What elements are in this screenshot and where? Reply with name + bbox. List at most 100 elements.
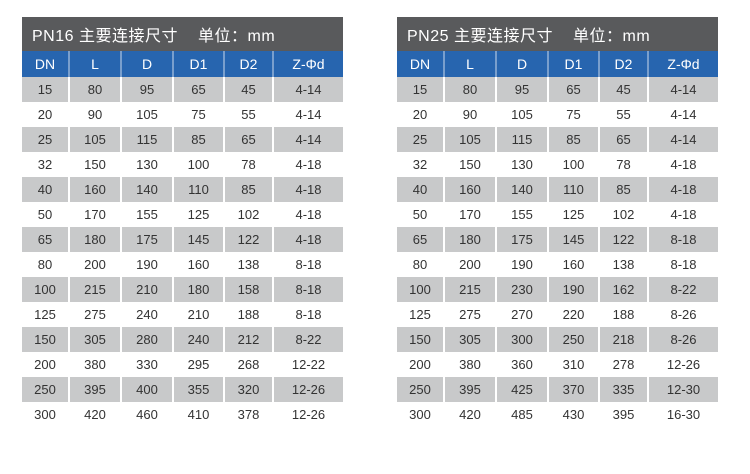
table-cell: 4-14 [647,127,718,152]
table-cell: 16-30 [647,402,718,427]
table-row: 300 420 485 430 395 16-30 [397,402,718,427]
table-cell: 105 [68,127,121,152]
table-cell: 4-14 [272,127,343,152]
table-row: 100 215 230 190 162 8-22 [397,277,718,302]
table-cell: 275 [68,302,121,327]
table-row: 300 420 460 410 378 12-26 [22,402,343,427]
table-cell: 122 [223,227,273,252]
table-cell: 430 [547,402,599,427]
table-cell: 278 [598,352,648,377]
table-cell: 485 [495,402,548,427]
table-cell: 215 [68,277,121,302]
table-cell: 130 [495,152,548,177]
table-cell: 190 [120,252,173,277]
table-cell: 230 [495,277,548,302]
table-cell: 4-18 [647,152,718,177]
table-cell: 102 [598,202,648,227]
pn16-title-bar: PN16 主要连接尺寸 单位：mm [22,17,343,51]
table-cell: 12-26 [272,402,343,427]
table-header-row: DN L D D1 D2 Z-Φd [22,51,343,77]
table-row: 32 150 130 100 78 4-18 [397,152,718,177]
unit-label: 单位：mm [572,28,651,45]
table-cell: 80 [68,77,121,102]
table-cell: 395 [68,377,121,402]
table-cell: 4-14 [272,102,343,127]
pn16-dimension-table: DN L D D1 D2 Z-Φd 15 80 95 65 45 4-14 20 90 105 75 55 4-… [22,51,343,427]
table-cell: 170 [68,202,121,227]
table-row: 80 200 190 160 138 8-18 [22,252,343,277]
table-cell: 20 [22,102,69,127]
table-cell: 4-18 [272,177,343,202]
table-cell: 80 [397,252,444,277]
table-cell: 380 [68,352,121,377]
column-header: Z-Φd [647,51,718,77]
header-row: DN L D D1 D2 Z-Φd [397,51,718,77]
table-cell: 15 [22,77,69,102]
table-cell: 20 [397,102,444,127]
table-cell: 15 [397,77,444,102]
column-header: D1 [547,51,599,77]
table-cell: 190 [495,252,548,277]
table-cell: 145 [547,227,599,252]
table-cell: 80 [22,252,69,277]
table-cell: 420 [443,402,496,427]
table-cell: 25 [397,127,444,152]
table-cell: 8-18 [272,302,343,327]
pn25-spec-table: PN25 主要连接尺寸 单位：mm DN L D D1 D2 Z-Φd 15 80 95 65 4… [397,17,718,474]
table-cell: 40 [22,177,69,202]
table-cell: 160 [68,177,121,202]
table-cell: 220 [547,302,599,327]
table-cell: 110 [547,177,599,202]
table-cell: 212 [223,327,273,352]
column-header: L [68,51,121,77]
table-cell: 370 [547,377,599,402]
table-cell: 75 [547,102,599,127]
table-cell: 300 [495,327,548,352]
table-cell: 65 [172,77,224,102]
table-row: 150 305 280 240 212 8-22 [22,327,343,352]
table-cell: 65 [598,127,648,152]
table-cell: 65 [223,127,273,152]
table-cell: 90 [443,102,496,127]
table-cell: 150 [443,152,496,177]
table-cell: 210 [172,302,224,327]
table-cell: 420 [68,402,121,427]
table-cell: 78 [598,152,648,177]
table-cell: 55 [223,102,273,127]
table-cell: 330 [120,352,173,377]
table-cell: 395 [598,402,648,427]
table-cell: 425 [495,377,548,402]
table-cell: 125 [397,302,444,327]
table-cell: 8-18 [647,227,718,252]
table-cell: 188 [223,302,273,327]
table-row: 20 90 105 75 55 4-14 [397,102,718,127]
table-row: 65 180 175 145 122 4-18 [22,227,343,252]
table-cell: 300 [22,402,69,427]
table-cell: 378 [223,402,273,427]
table-cell: 50 [397,202,444,227]
table-cell: 78 [223,152,273,177]
table-cell: 275 [443,302,496,327]
table-cell: 200 [68,252,121,277]
table-cell: 65 [22,227,69,252]
table-cell: 145 [172,227,224,252]
header-row: DN L D D1 D2 Z-Φd [22,51,343,77]
table-cell: 4-14 [647,102,718,127]
table-row: 125 275 270 220 188 8-26 [397,302,718,327]
table-cell: 110 [172,177,224,202]
table-row: 40 160 140 110 85 4-18 [22,177,343,202]
table-cell: 410 [172,402,224,427]
table-cell: 180 [172,277,224,302]
table-row: 125 275 240 210 188 8-18 [22,302,343,327]
table-cell: 160 [443,177,496,202]
table-cell: 4-14 [272,77,343,102]
table-cell: 218 [598,327,648,352]
table-cell: 105 [443,127,496,152]
table-header-row: DN L D D1 D2 Z-Φd [397,51,718,77]
table-cell: 75 [172,102,224,127]
table-cell: 188 [598,302,648,327]
table-cell: 4-18 [272,227,343,252]
table-cell: 190 [547,277,599,302]
table-row: 15 80 95 65 45 4-14 [22,77,343,102]
table-cell: 8-26 [647,327,718,352]
